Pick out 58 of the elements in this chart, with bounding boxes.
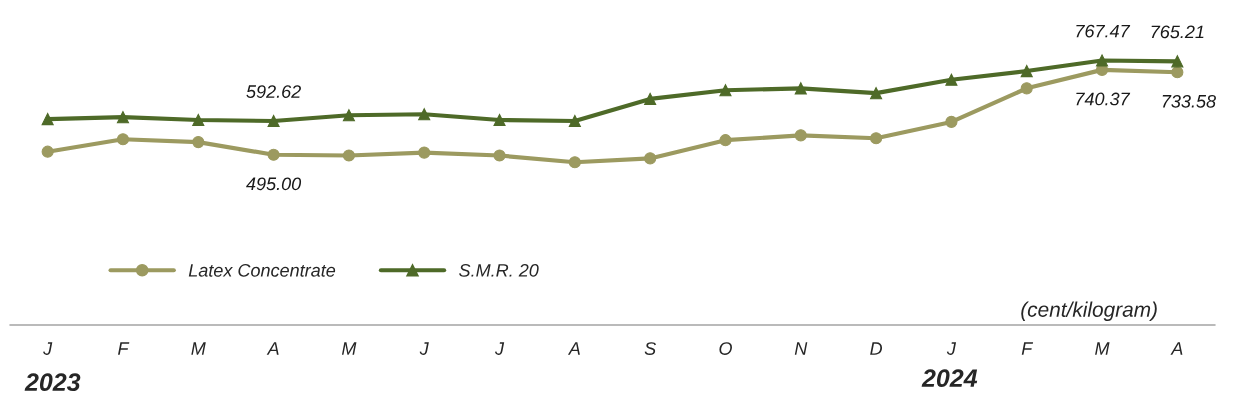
point: [342, 149, 355, 162]
x-tick-label: M: [341, 342, 357, 355]
point: [1171, 55, 1184, 68]
text: (cent/kilogram): [1021, 301, 1157, 321]
point: [342, 109, 355, 122]
point: [267, 148, 280, 161]
point: [418, 146, 431, 159]
text: 2024: [921, 369, 978, 388]
point: [267, 114, 280, 128]
data-label: 765.21: [1151, 25, 1204, 39]
point: [192, 113, 205, 127]
x-tick-label: M: [1095, 342, 1110, 355]
x-tick-label: M: [191, 342, 206, 355]
point: [418, 108, 431, 121]
x-tick-label: F: [118, 342, 130, 355]
text: 2023: [24, 373, 81, 392]
x-tick-label: A: [567, 342, 580, 355]
point: [945, 115, 958, 128]
point: [945, 73, 958, 86]
x-tick-label: S: [644, 342, 656, 355]
data-label: 767.47: [1076, 24, 1131, 38]
point: [719, 134, 732, 147]
point: [870, 87, 883, 100]
data-label: 733.58: [1162, 94, 1216, 108]
x-tick-label: N: [794, 342, 808, 355]
x-tick-label: O: [719, 342, 732, 355]
point: [644, 92, 657, 105]
x-tick-label: J: [43, 342, 53, 355]
legend-label: Latex Concentrate: [188, 263, 336, 277]
point: [41, 112, 54, 126]
point: [493, 149, 506, 162]
point: [1171, 66, 1184, 79]
data-label: 592.62: [246, 85, 301, 98]
x-tick-label: J: [419, 342, 429, 355]
legend-label: S.M.R. 20: [459, 263, 539, 277]
point: [41, 145, 54, 158]
point: [192, 136, 205, 149]
point: [116, 133, 130, 146]
x-tick-label: J: [494, 342, 505, 355]
point: [794, 129, 807, 142]
data-label: 495.00: [246, 177, 302, 191]
x-tick-label: A: [266, 342, 279, 355]
point: [568, 114, 581, 128]
point: [493, 113, 506, 127]
x-tick-label: F: [1021, 342, 1034, 355]
x-tick-label: D: [870, 342, 883, 355]
point: [1095, 54, 1109, 67]
point: [116, 111, 130, 124]
point: [719, 84, 732, 97]
point: [1020, 82, 1033, 95]
point: [870, 132, 883, 145]
data-label: 740.37: [1076, 92, 1131, 106]
point: [568, 156, 581, 169]
point: [1020, 64, 1033, 78]
point: [644, 152, 657, 165]
point: [794, 82, 807, 95]
x-tick-label: J: [946, 342, 957, 355]
x-tick-label: A: [1170, 342, 1183, 355]
